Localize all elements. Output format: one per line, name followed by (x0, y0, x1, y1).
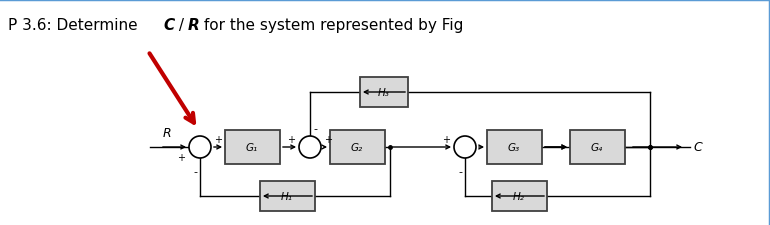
Circle shape (454, 136, 476, 158)
Bar (360, 78, 408, 108)
Text: -: - (193, 166, 197, 176)
Text: R: R (188, 18, 199, 33)
Circle shape (189, 136, 211, 158)
Bar (225, 130, 280, 164)
Text: G₁: G₁ (246, 142, 258, 152)
Text: +: + (214, 134, 222, 144)
Text: R: R (163, 127, 172, 140)
Bar (259, 181, 314, 211)
Bar (330, 130, 384, 164)
Text: H₁: H₁ (281, 191, 293, 201)
Text: C: C (163, 18, 174, 33)
Text: G₄: G₄ (591, 142, 603, 152)
Text: G₃: G₃ (508, 142, 520, 152)
Text: +: + (442, 134, 450, 144)
Bar (570, 130, 624, 164)
Text: for the system represented by Fig: for the system represented by Fig (199, 18, 464, 33)
Text: +: + (324, 134, 332, 144)
Circle shape (299, 136, 321, 158)
Text: +: + (177, 152, 185, 162)
Bar (487, 130, 541, 164)
Text: -: - (313, 124, 317, 133)
Text: -: - (458, 166, 462, 176)
Text: +: + (287, 134, 295, 144)
Text: H₂: H₂ (513, 191, 525, 201)
Text: C: C (693, 141, 701, 154)
Text: P 3.6: Determine: P 3.6: Determine (8, 18, 142, 33)
Text: /: / (174, 18, 189, 33)
Text: H₃: H₃ (378, 88, 390, 98)
Bar (491, 181, 547, 211)
Text: G₂: G₂ (351, 142, 363, 152)
